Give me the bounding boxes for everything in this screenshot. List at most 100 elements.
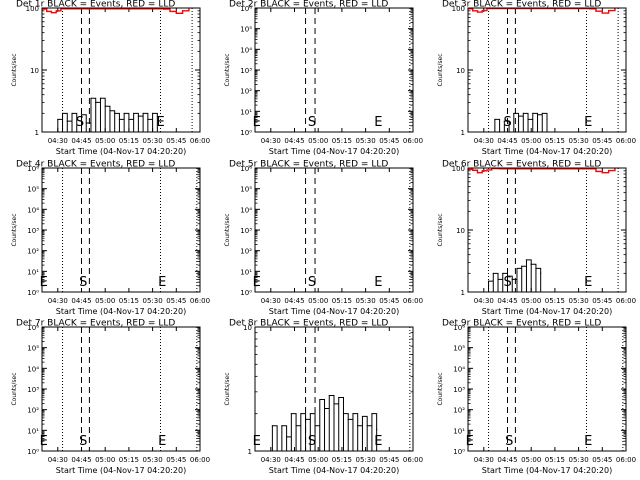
x-axis-label: Start Time (04-Nov-17 04:20:20) (269, 307, 399, 316)
chart-title: Det 3r BLACK = Events, RED = LLD (442, 0, 601, 10)
series-point (95, 101, 97, 104)
marker-label-E: E (158, 275, 166, 290)
plot-frame (41, 326, 201, 452)
series-point (503, 120, 505, 122)
y-tick-label: 10² (27, 248, 39, 256)
plot-frame (41, 7, 201, 133)
marker-label-E: E (374, 275, 382, 290)
series-point (281, 425, 283, 427)
series-point (511, 278, 513, 280)
x-tick-label: 06:00 (403, 137, 423, 145)
series-point (536, 114, 539, 116)
marker-label-E: E (466, 434, 474, 449)
chart-title: Det 4r BLACK = Events, RED = LLD (16, 160, 175, 170)
series-point (513, 112, 515, 114)
x-axis-label: Start Time (04-Nov-17 04:20:20) (482, 147, 612, 156)
x-tick-label: 04:30 (261, 456, 281, 464)
x-tick-label: 04:30 (261, 137, 281, 145)
y-axis-label: Counts/sec (11, 372, 18, 405)
y-tick-label: 10⁴ (240, 206, 252, 214)
chart-panel-4: Det 4r BLACK = Events, RED = LLD Start Ti… (11, 160, 210, 316)
x-axis-label: Start Time (04-Nov-17 04:20:20) (56, 307, 186, 316)
y-tick-label: 10² (27, 407, 39, 415)
marker-label-S: S (308, 275, 316, 290)
x-tick-label: 05:30 (569, 297, 589, 305)
series-point (487, 280, 490, 282)
series-point (517, 115, 520, 117)
marker-label-E: E (584, 434, 592, 449)
series-point (532, 112, 534, 114)
x-tick-label: 05:15 (545, 137, 565, 145)
x-tick-label: 05:00 (308, 137, 328, 145)
marker-label-S: S (308, 434, 316, 449)
x-tick-label: 05:00 (308, 297, 328, 305)
y-tick-label: 10¹ (453, 427, 465, 435)
series-point (66, 120, 68, 122)
series-point (357, 425, 359, 427)
y-tick-label: 10⁵ (27, 186, 39, 194)
x-tick-label: 04:45 (284, 456, 304, 464)
y-tick-label: 10⁴ (240, 46, 252, 54)
series-point (522, 112, 524, 114)
y-axis-label: Counts/sec (11, 53, 18, 86)
series-point (50, 12, 53, 14)
plot-frame (467, 7, 627, 133)
series-point (123, 112, 125, 114)
series-point (608, 9, 610, 12)
series-point (137, 115, 139, 117)
series-point (472, 10, 474, 12)
marker-label-S: S (308, 115, 316, 130)
y-tick-label: 10 (456, 227, 465, 235)
series-point (497, 278, 499, 280)
x-tick-label: 05:30 (569, 137, 589, 145)
y-tick-label: 10² (240, 248, 252, 256)
x-tick-label: 04:45 (71, 456, 91, 464)
series-lld-red (42, 8, 190, 15)
series-point (481, 170, 483, 172)
x-tick-label: 05:30 (356, 297, 376, 305)
y-tick-label: 10⁵ (240, 26, 252, 34)
y-axis-label: Counts/sec (224, 372, 231, 405)
y-axis-label: Counts/sec (437, 372, 444, 405)
marker-label-E: E (374, 115, 382, 130)
x-tick-label: 05:15 (332, 456, 352, 464)
marker-label-S: S (504, 115, 512, 130)
series-point (319, 398, 321, 401)
series-point (535, 267, 537, 270)
series-point (80, 114, 83, 116)
y-tick-label: 10⁶ (240, 165, 252, 173)
x-tick-label: 05:45 (379, 297, 399, 305)
x-tick-label: 05:30 (356, 137, 376, 145)
series-point (352, 413, 354, 415)
x-axis-label: Start Time (04-Nov-17 04:20:20) (482, 307, 612, 316)
y-tick-label: 1 (461, 129, 465, 137)
series-point (286, 436, 288, 438)
series-point (595, 170, 597, 173)
series-point (163, 8, 165, 10)
y-tick-label: 10³ (453, 386, 465, 394)
series-point (147, 118, 149, 120)
x-tick-label: 05:00 (521, 456, 541, 464)
series-point (175, 12, 177, 14)
x-tick-label: 04:30 (48, 297, 68, 305)
x-tick-label: 05:15 (119, 456, 139, 464)
series-events-black (271, 395, 378, 452)
series-point (55, 10, 57, 12)
series-point (46, 10, 48, 13)
y-tick-label: 1 (35, 129, 39, 137)
series-point (104, 105, 106, 107)
chart-panel-2: Det 2r BLACK = Events, RED = LLD Start Ti… (224, 0, 423, 156)
y-tick-label: 10¹ (240, 268, 252, 276)
x-tick-label: 05:45 (592, 456, 612, 464)
x-tick-label: 05:15 (119, 297, 139, 305)
marker-label-E: E (158, 434, 166, 449)
chart-panel-9: Det 9r BLACK = Events, RED = LLD Start Ti… (437, 319, 636, 475)
marker-label-E: E (584, 115, 592, 130)
y-tick-label: 100 (26, 5, 39, 13)
series-point (328, 394, 330, 397)
x-tick-label: 06:00 (403, 297, 423, 305)
x-axis-label: Start Time (04-Nov-17 04:20:20) (269, 466, 399, 475)
y-axis-label: Counts/sec (11, 213, 18, 246)
x-tick-label: 05:30 (143, 297, 163, 305)
y-axis-label: Counts/sec (437, 53, 444, 86)
